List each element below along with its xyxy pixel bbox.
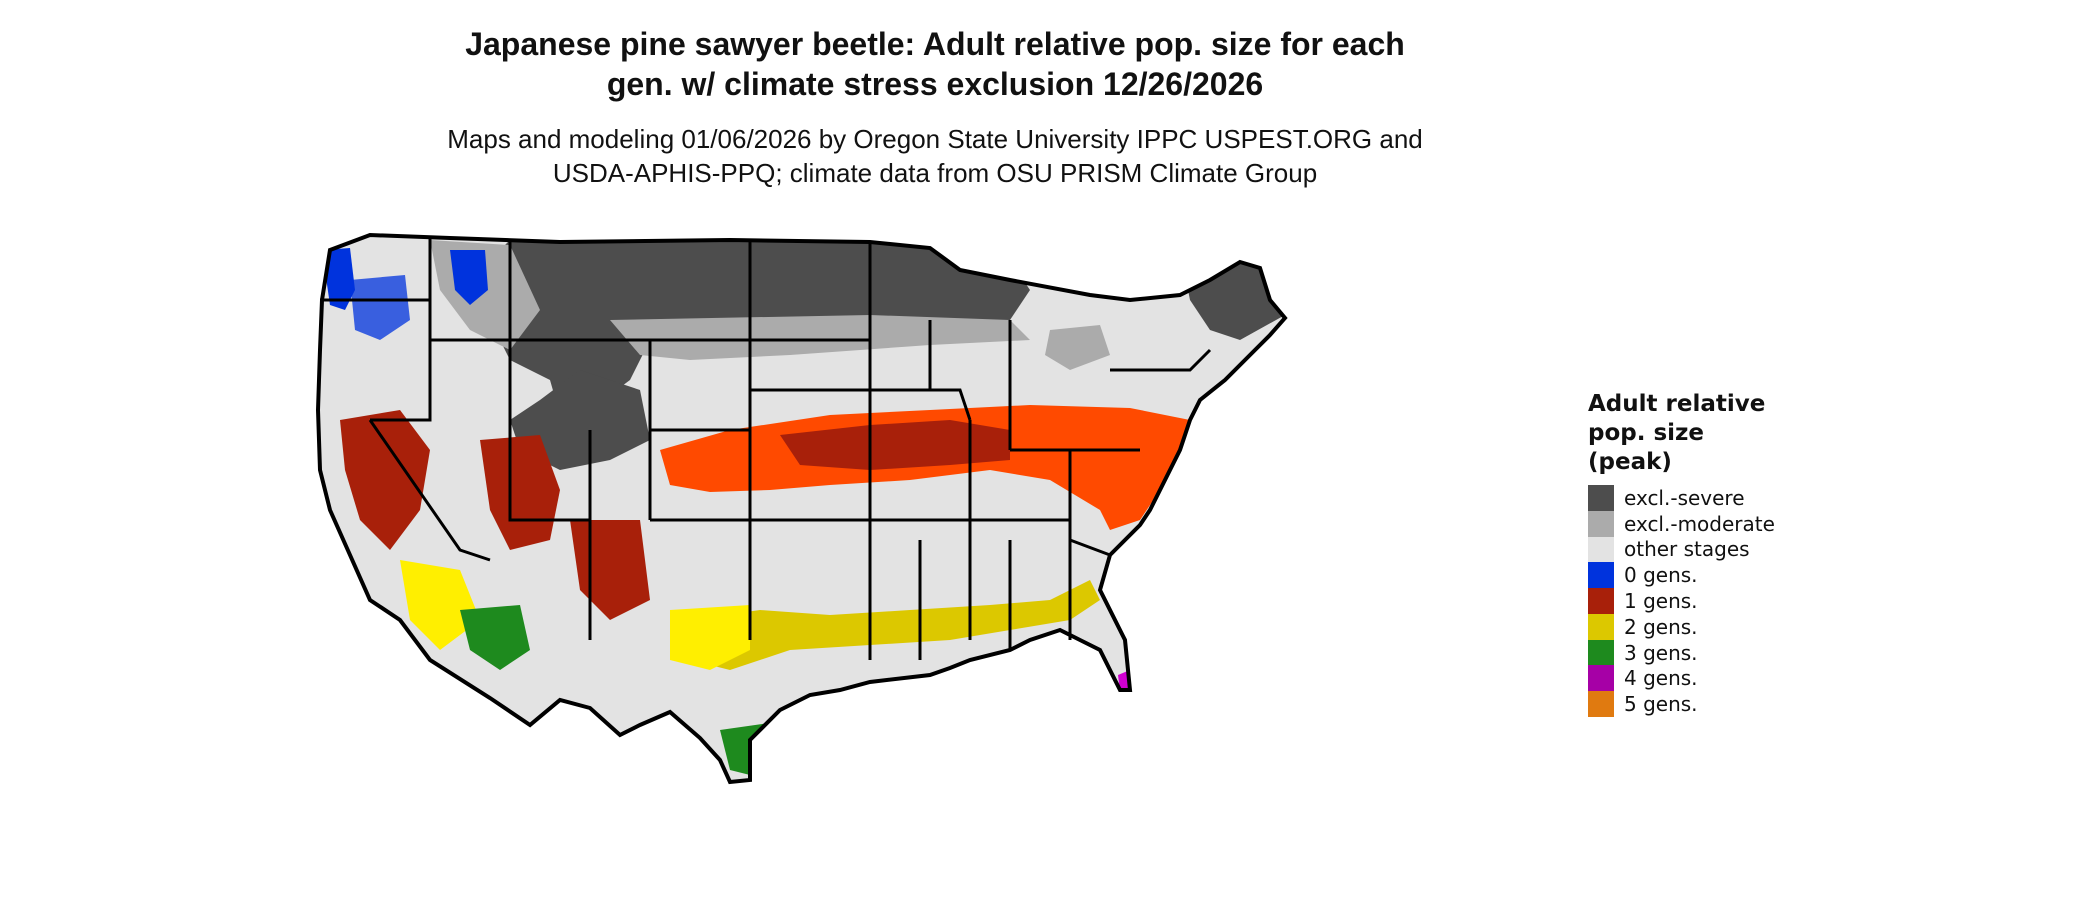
region-2-gens-texas-bright xyxy=(670,605,750,670)
legend-swatch xyxy=(1588,510,1614,537)
legend-label: 2 gens. xyxy=(1624,614,1698,639)
legend-label: 3 gens. xyxy=(1624,640,1698,665)
legend-title-line-2: pop. size xyxy=(1588,420,1705,446)
title-line-2: gen. w/ climate stress exclusion 12/26/2… xyxy=(606,66,1264,102)
map-title: Japanese pine sawyer beetle: Adult relat… xyxy=(0,24,1870,104)
map-subtitle: Maps and modeling 01/06/2026 by Oregon S… xyxy=(0,122,1870,190)
region-2-gens-california xyxy=(400,560,480,650)
legend-swatch xyxy=(1588,691,1614,718)
legend-label: excl.-severe xyxy=(1624,485,1745,510)
map-legend: Adult relative pop. size (peak) excl.-se… xyxy=(1588,390,1788,718)
legend-item-1-gens: 1 gens. xyxy=(1588,588,1788,615)
legend-swatch xyxy=(1588,484,1614,511)
subtitle-line-1: Maps and modeling 01/06/2026 by Oregon S… xyxy=(447,124,1423,154)
region-0-gens-oregon xyxy=(350,275,410,340)
legend-item-5-gens: 5 gens. xyxy=(1588,691,1788,718)
region-3-gens-florida xyxy=(1060,725,1110,780)
us-map xyxy=(316,233,1287,784)
region-excl-severe-rockies xyxy=(510,370,650,470)
legend-item-2-gens: 2 gens. xyxy=(1588,613,1788,640)
legend-title-line-1: Adult relative xyxy=(1588,391,1766,417)
legend-label: 1 gens. xyxy=(1624,589,1698,614)
legend-title: Adult relative pop. size (peak) xyxy=(1588,390,1788,477)
legend-label: other stages xyxy=(1624,537,1750,562)
region-3-gens-light xyxy=(790,715,840,755)
legend-item-4-gens: 4 gens. xyxy=(1588,665,1788,692)
legend-swatch xyxy=(1588,562,1614,589)
legend-title-line-3: (peak) xyxy=(1588,449,1672,475)
legend-item-excl-severe: excl.-severe xyxy=(1588,484,1788,511)
legend-swatch xyxy=(1588,588,1614,615)
legend-swatch xyxy=(1588,536,1614,563)
title-line-1: Japanese pine sawyer beetle: Adult relat… xyxy=(465,26,1405,62)
state-borders xyxy=(320,238,1212,660)
legend-item-3-gens: 3 gens. xyxy=(1588,639,1788,666)
region-excl-moderate-michigan xyxy=(1045,325,1110,370)
legend-swatch xyxy=(1588,665,1614,692)
legend-item-excl-moderate: excl.-moderate xyxy=(1588,510,1788,537)
legend-swatch xyxy=(1588,613,1614,640)
region-0-gens-cascades xyxy=(322,248,355,310)
legend-item-other-stages: other stages xyxy=(1588,536,1788,563)
legend-items: excl.-severe excl.-moderate other stages… xyxy=(1588,484,1788,718)
region-excl-moderate-band xyxy=(610,315,1030,360)
region-1-gens-west xyxy=(340,410,430,550)
subtitle-line-2: USDA-APHIS-PPQ; climate data from OSU PR… xyxy=(552,158,1318,188)
region-1-gens-dark-core xyxy=(780,420,1010,470)
legend-label: 0 gens. xyxy=(1624,563,1698,588)
legend-label: 4 gens. xyxy=(1624,666,1698,691)
region-3-gens-arizona xyxy=(460,605,530,670)
legend-label: 5 gens. xyxy=(1624,692,1698,717)
region-2-gens-south xyxy=(690,580,1100,670)
legend-label: excl.-moderate xyxy=(1624,511,1775,536)
legend-swatch xyxy=(1588,639,1614,666)
legend-item-0-gens: 0 gens. xyxy=(1588,562,1788,589)
region-0-gens-idaho xyxy=(450,250,488,305)
